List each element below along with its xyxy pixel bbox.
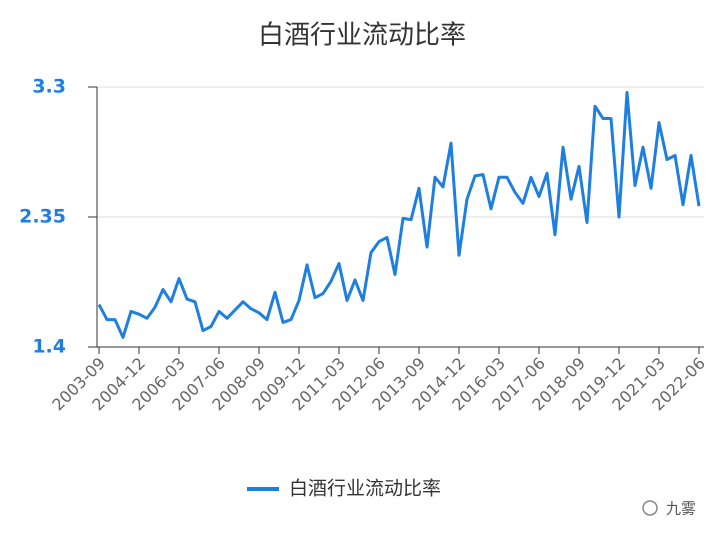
y-tick-label: 1.4 (32, 336, 66, 358)
watermark: 九雾 (666, 500, 696, 518)
chart-title: 白酒行业流动比率 (258, 21, 466, 51)
watermark-icon (642, 500, 658, 516)
legend-label: 白酒行业流动比率 (289, 478, 441, 500)
y-tick-label: 3.3 (32, 76, 66, 98)
y-tick-label: 2.35 (19, 206, 66, 228)
data-line (97, 91, 701, 339)
